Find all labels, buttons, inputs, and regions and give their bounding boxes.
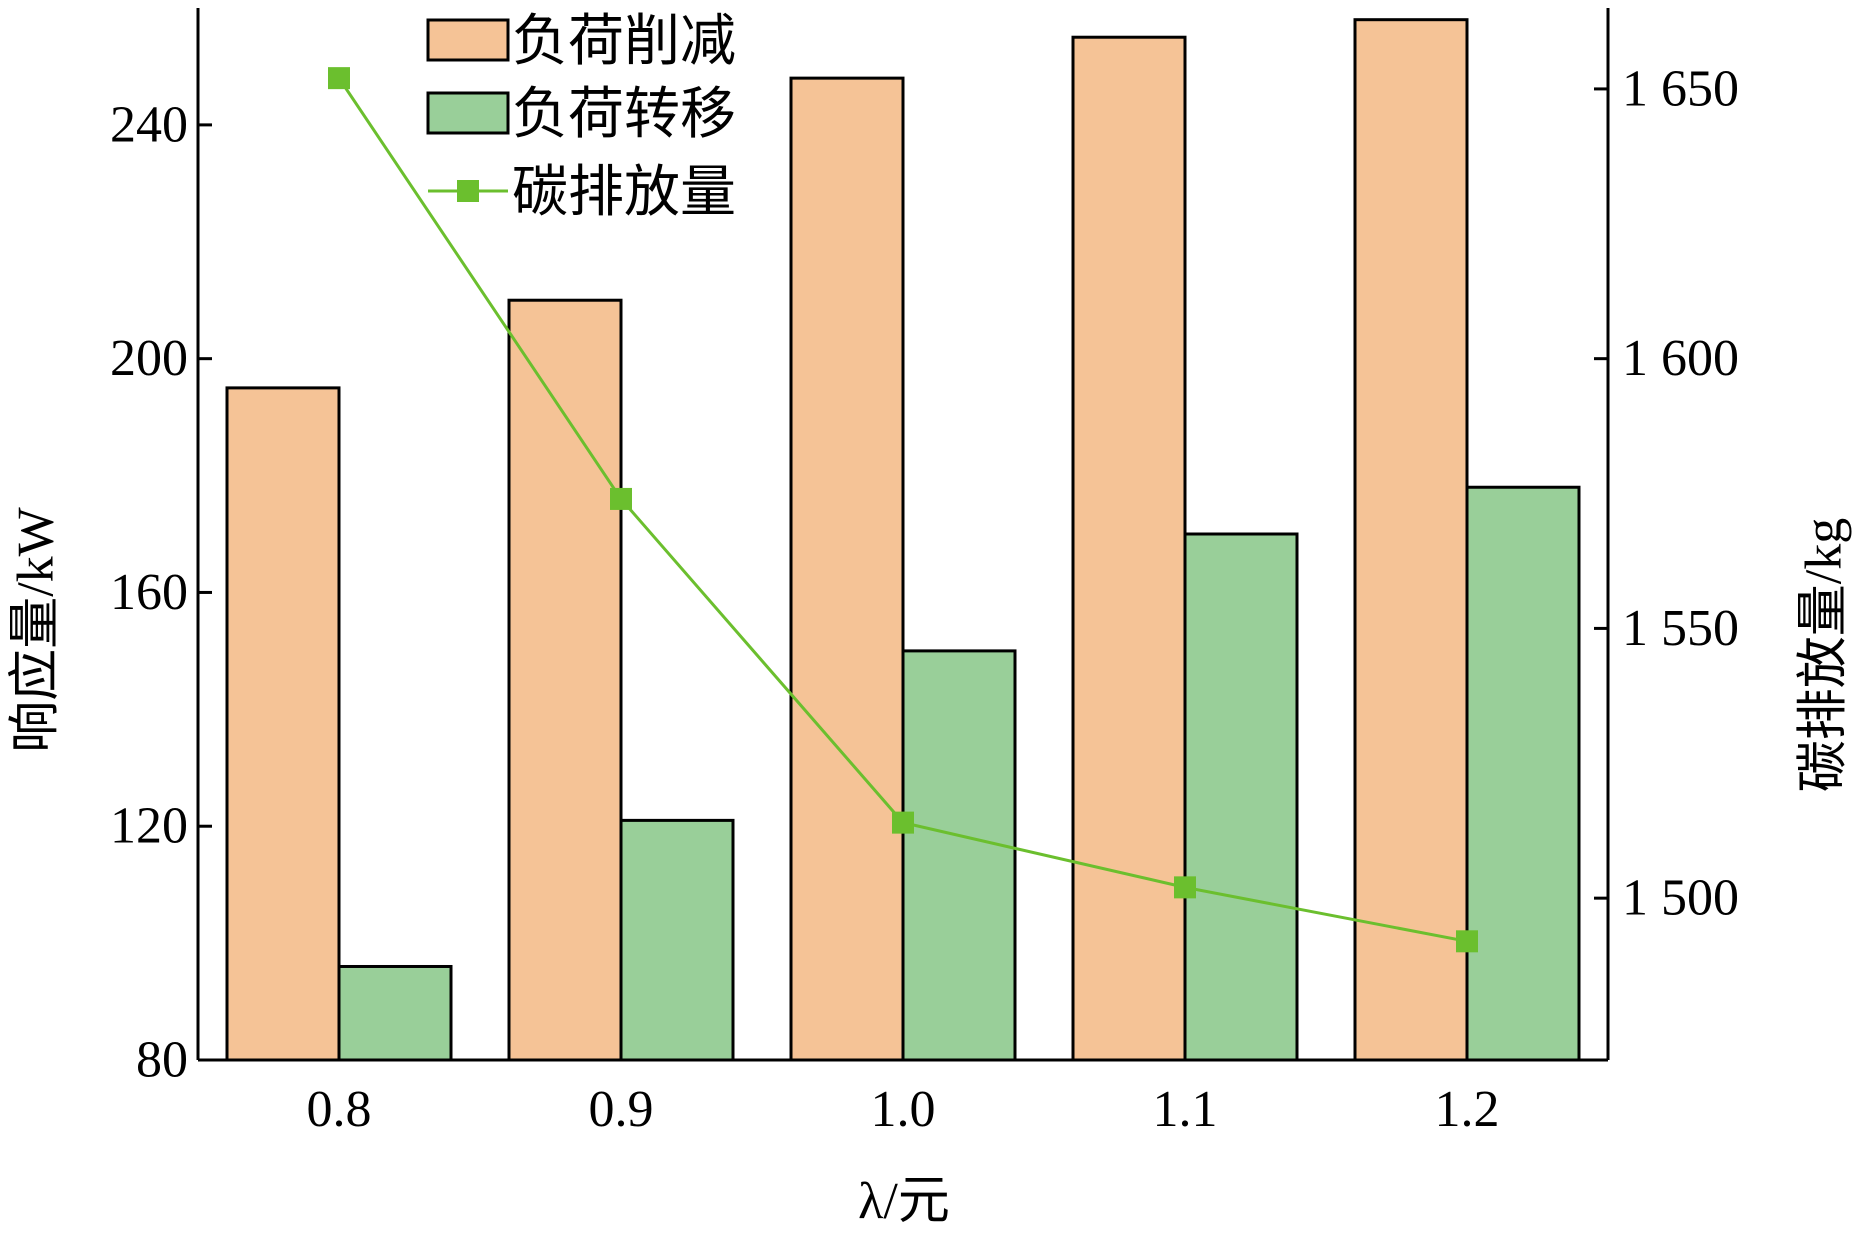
x-tick-label-0.8: 0.8 (307, 1081, 372, 1138)
carbon-point-0.9 (610, 487, 632, 510)
carbon-point-1.1 (1174, 876, 1196, 899)
carbon-point-1.2 (1456, 930, 1478, 953)
legend-swatch-load-shift (426, 91, 510, 135)
bar-series1-0.8 (337, 964, 453, 1062)
legend-label-load-reduction: 负荷削减 (512, 11, 736, 73)
y-tick-label-80: 80 (136, 1032, 188, 1089)
y2-axis-title: 碳排放量/kg (1796, 518, 1853, 792)
carbon-point-1.0 (892, 811, 914, 834)
legend-label-carbon: 碳排放量 (512, 162, 736, 224)
x-tick-label-0.9: 0.9 (589, 1081, 654, 1138)
bar-series1-0.9 (619, 818, 735, 1062)
y-tick-label-200: 200 (110, 330, 188, 387)
bar-series0-0.9 (507, 298, 623, 1062)
legend-marker-carbon (457, 180, 479, 202)
carbon-point-0.8 (328, 67, 350, 90)
y2-tick-label-1600: 1 600 (1622, 330, 1739, 387)
legend-swatch-load-reduction (426, 18, 510, 62)
legend: 负荷削减 负荷转移 碳排放量 (426, 11, 736, 224)
y-axis-title: 响应量/kW (8, 507, 65, 753)
y-tick-label-240: 240 (110, 96, 188, 153)
y-tick-label-160: 160 (110, 564, 188, 621)
legend-label-load-shift: 负荷转移 (512, 84, 736, 146)
line-layer (328, 67, 1478, 953)
x-tick-label-1.2: 1.2 (1435, 1081, 1500, 1138)
bar-series0-0.8 (225, 386, 341, 1062)
bar-series0-1.1 (1071, 35, 1187, 1062)
bar-series1-1.1 (1183, 532, 1299, 1062)
x-axis-title: λ/元 (858, 1173, 950, 1230)
bar-series1-1.0 (901, 649, 1017, 1062)
bar-series0-1.0 (789, 76, 905, 1062)
y-tick-label-120: 120 (110, 798, 188, 855)
bars-layer (225, 18, 1581, 1062)
ticks-layer: 80 120 160 200 240 1 500 1 550 1 600 1 650 0.8 0.9… (110, 60, 1739, 1138)
x-tick-label-1.0: 1.0 (871, 1081, 936, 1138)
y2-tick-label-1550: 1 550 (1622, 600, 1739, 657)
y2-tick-label-1500: 1 500 (1622, 870, 1739, 927)
y2-tick-label-1650: 1 650 (1622, 60, 1739, 117)
bar-series0-1.2 (1353, 18, 1469, 1062)
bar-series1-1.2 (1465, 485, 1581, 1062)
x-tick-label-1.1: 1.1 (1153, 1081, 1218, 1138)
